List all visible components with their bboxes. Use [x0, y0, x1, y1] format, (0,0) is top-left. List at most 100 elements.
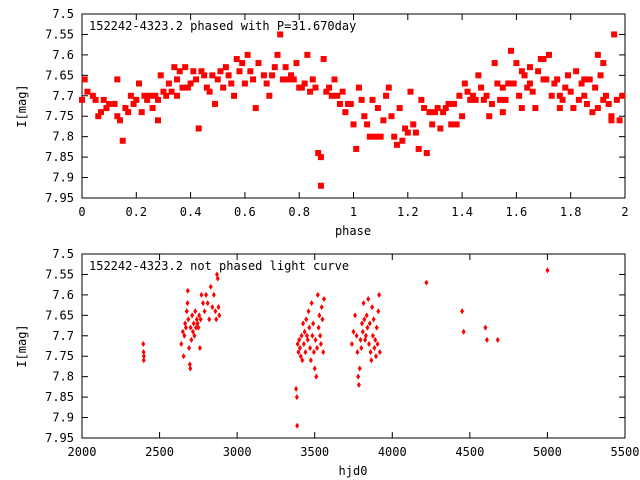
data-point	[505, 80, 512, 87]
data-point	[478, 84, 485, 91]
data-point	[360, 320, 365, 327]
data-point	[312, 84, 319, 91]
data-point	[193, 308, 198, 315]
data-point	[196, 324, 201, 331]
data-point	[180, 328, 185, 335]
data-point	[266, 92, 273, 99]
data-point	[362, 316, 367, 323]
data-point	[216, 304, 221, 311]
x-tick-label: 3500	[300, 445, 329, 459]
phased-plot-points	[79, 31, 626, 189]
data-point	[279, 76, 286, 83]
data-point	[255, 60, 262, 67]
data-point	[209, 72, 216, 79]
data-point	[453, 121, 460, 128]
data-point	[351, 328, 356, 335]
x-tick-label: 0.8	[288, 205, 310, 219]
data-point	[188, 324, 193, 331]
data-point	[380, 117, 387, 124]
x-tick-label: 3000	[223, 445, 252, 459]
data-point	[318, 332, 323, 339]
data-point	[250, 76, 257, 83]
data-point	[269, 72, 276, 79]
data-point	[149, 105, 156, 112]
data-point	[204, 291, 209, 298]
data-point	[370, 304, 375, 311]
data-point	[197, 312, 202, 319]
data-point	[114, 113, 121, 120]
data-point	[141, 92, 148, 99]
data-point	[426, 109, 433, 116]
x-tick-label: 1.8	[560, 205, 582, 219]
data-point	[319, 304, 324, 311]
data-point	[342, 109, 349, 116]
phased-plot-title: 152242-4323.2 phased with P=31.670day	[89, 19, 356, 33]
data-point	[461, 80, 468, 87]
data-point	[613, 96, 620, 103]
data-point	[183, 324, 188, 331]
data-point	[608, 117, 615, 124]
data-point	[429, 121, 436, 128]
data-point	[244, 51, 251, 58]
data-point	[198, 68, 205, 75]
data-point	[545, 51, 552, 58]
data-point	[210, 304, 215, 311]
data-point	[369, 96, 376, 103]
data-point	[494, 80, 501, 87]
data-point	[236, 68, 243, 75]
data-point	[300, 357, 305, 364]
data-point	[448, 121, 455, 128]
data-point	[583, 100, 590, 107]
data-point	[274, 51, 281, 58]
data-point	[445, 100, 452, 107]
data-point	[365, 324, 370, 331]
data-point	[373, 336, 378, 343]
y-tick-label: 7.7	[52, 329, 74, 343]
data-point	[364, 312, 369, 319]
data-point	[189, 336, 194, 343]
data-point	[361, 300, 366, 307]
data-point	[312, 365, 317, 372]
data-point	[372, 345, 377, 352]
data-point	[297, 345, 302, 352]
data-point	[358, 96, 365, 103]
data-point	[294, 394, 299, 401]
data-point	[355, 349, 360, 356]
data-point	[399, 137, 406, 144]
data-point	[368, 349, 373, 356]
data-point	[349, 340, 354, 347]
data-point	[488, 100, 495, 107]
data-point	[480, 96, 487, 103]
data-point	[182, 332, 187, 339]
data-point	[247, 68, 254, 75]
data-point	[437, 125, 444, 132]
data-point	[130, 100, 137, 107]
data-point	[347, 100, 354, 107]
unphased-plot-title: 152242-4323.2 not phased light curve	[89, 259, 349, 273]
data-point	[315, 291, 320, 298]
y-tick-label: 7.65	[45, 308, 74, 322]
data-point	[195, 125, 202, 132]
data-point	[184, 308, 189, 315]
data-point	[260, 72, 267, 79]
x-tick-label: 1	[350, 205, 357, 219]
data-point	[608, 113, 615, 120]
data-point	[307, 88, 314, 95]
data-point	[619, 92, 626, 99]
data-point	[155, 96, 162, 103]
data-point	[597, 72, 604, 79]
y-tick-label: 7.9	[52, 171, 74, 185]
data-point	[322, 295, 327, 302]
data-point	[461, 328, 466, 335]
data-point	[499, 84, 506, 91]
data-point	[106, 100, 113, 107]
data-point	[316, 324, 321, 331]
data-point	[294, 385, 299, 392]
data-point	[111, 100, 118, 107]
data-point	[460, 308, 465, 315]
data-point	[220, 84, 227, 91]
data-point	[190, 68, 197, 75]
data-point	[239, 60, 246, 67]
data-point	[125, 109, 132, 116]
phased-plot-x-ticks: 0 0.2 0.4 0.6 0.8 1 1.2 1.4 1.6 1.8 2	[78, 14, 629, 219]
